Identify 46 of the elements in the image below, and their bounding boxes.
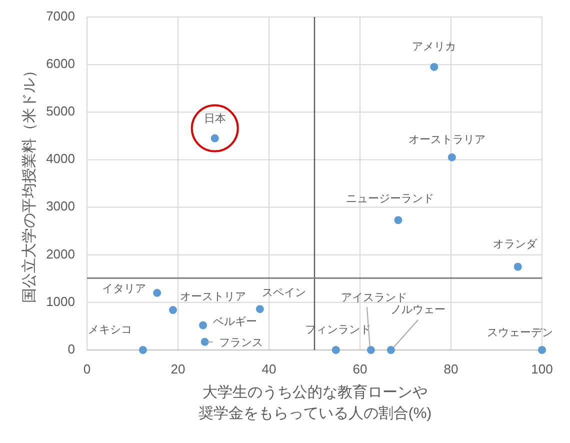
annotation: アイスランド [340, 292, 407, 304]
y-tick-label: 3000 [46, 198, 75, 214]
y-tick-label: 0 [68, 341, 75, 356]
point [366, 346, 375, 354]
point [199, 321, 208, 330]
annotation: スペイン [262, 286, 306, 299]
point [514, 262, 522, 271]
annotation: オーストラリア [408, 134, 486, 146]
y-tick-label: 7000 [46, 8, 75, 24]
annotation: オランダ [492, 238, 538, 251]
y-tick-label: 6000 [46, 56, 75, 72]
annotation: ベルギー [213, 316, 258, 328]
annotation: 日本 [204, 112, 226, 126]
x-tick-label: 60 [352, 361, 368, 376]
annotation: フィンランド [304, 324, 371, 336]
annotation: イタリア [102, 282, 146, 295]
y-tick-label: 1000 [46, 294, 75, 309]
point [430, 62, 438, 71]
point [538, 346, 546, 354]
point [332, 346, 340, 354]
y-tick-label: 5000 [46, 104, 75, 119]
annotation: アメリカ [412, 40, 456, 53]
x-tick-label: 40 [262, 361, 276, 376]
annotation: ニュージーランド [346, 193, 434, 206]
annotation: フランス [218, 336, 263, 349]
point [138, 346, 147, 354]
x-tick-label: 20 [170, 361, 186, 376]
point [394, 216, 402, 224]
annotation: メキシコ [88, 324, 132, 336]
y-tick-label: 4000 [46, 151, 75, 166]
x-tick-label: 100 [531, 361, 553, 376]
y-tick-label: 2000 [46, 246, 75, 262]
point [386, 346, 395, 354]
annotation: オーストリア [180, 290, 246, 303]
x-tick-label: 0 [83, 361, 91, 376]
point [200, 338, 209, 346]
point [210, 134, 219, 142]
point [256, 305, 264, 314]
y-axis-title: 国公立大学の平均授業料（米ドル） [20, 63, 38, 303]
x-tick-label: 80 [444, 361, 458, 376]
x-axis-title: 大学生のうち公的な教育ローンや奨学金をもらっている人の割合(%) [198, 384, 432, 422]
annotation: ノルウェー [390, 304, 446, 316]
point [168, 306, 177, 314]
annotation: スウェーデン [487, 326, 553, 339]
point [153, 288, 162, 297]
point [448, 153, 456, 162]
